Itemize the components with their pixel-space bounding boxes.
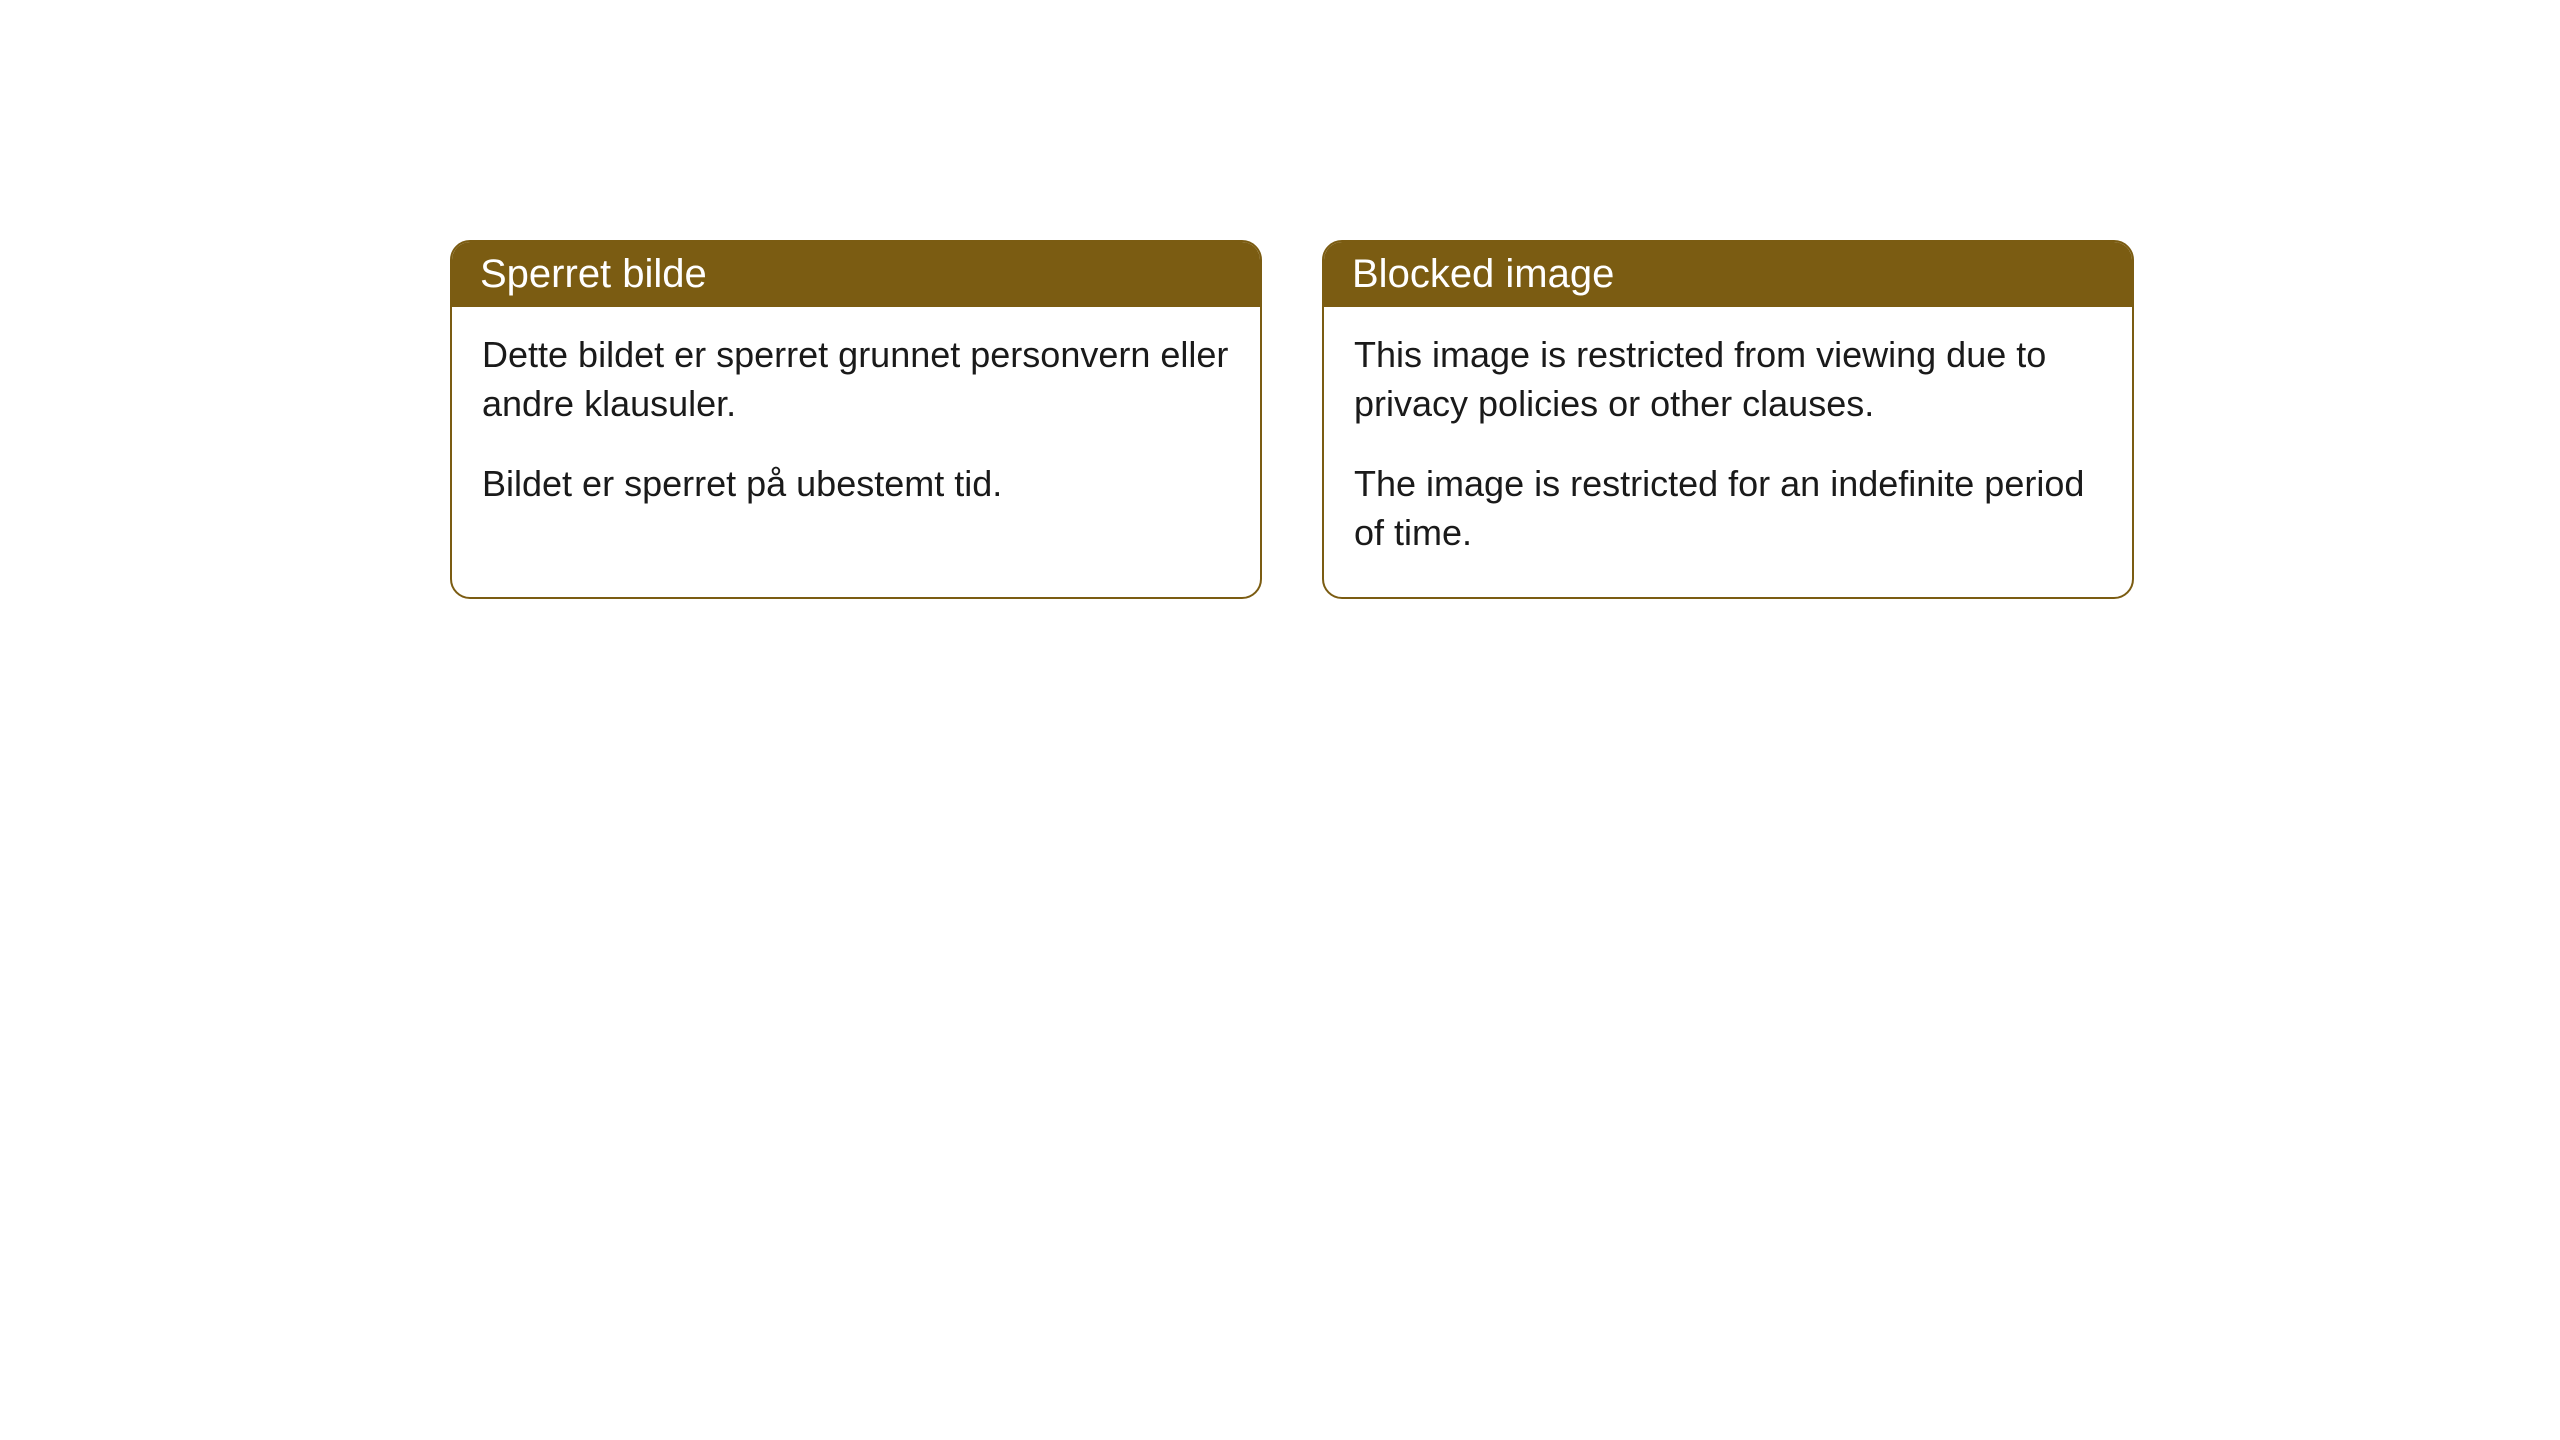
card-title: Blocked image [1352, 252, 1614, 296]
card-header-english: Blocked image [1324, 242, 2132, 307]
card-body-norwegian: Dette bildet er sperret grunnet personve… [452, 307, 1260, 549]
card-paragraph-2: The image is restricted for an indefinit… [1354, 460, 2102, 557]
cards-container: Sperret bilde Dette bildet er sperret gr… [450, 240, 2560, 599]
blocked-image-card-norwegian: Sperret bilde Dette bildet er sperret gr… [450, 240, 1262, 599]
card-title: Sperret bilde [480, 252, 707, 296]
card-paragraph-1: Dette bildet er sperret grunnet personve… [482, 331, 1230, 428]
blocked-image-card-english: Blocked image This image is restricted f… [1322, 240, 2134, 599]
card-paragraph-2: Bildet er sperret på ubestemt tid. [482, 460, 1230, 509]
card-paragraph-1: This image is restricted from viewing du… [1354, 331, 2102, 428]
card-header-norwegian: Sperret bilde [452, 242, 1260, 307]
card-body-english: This image is restricted from viewing du… [1324, 307, 2132, 597]
